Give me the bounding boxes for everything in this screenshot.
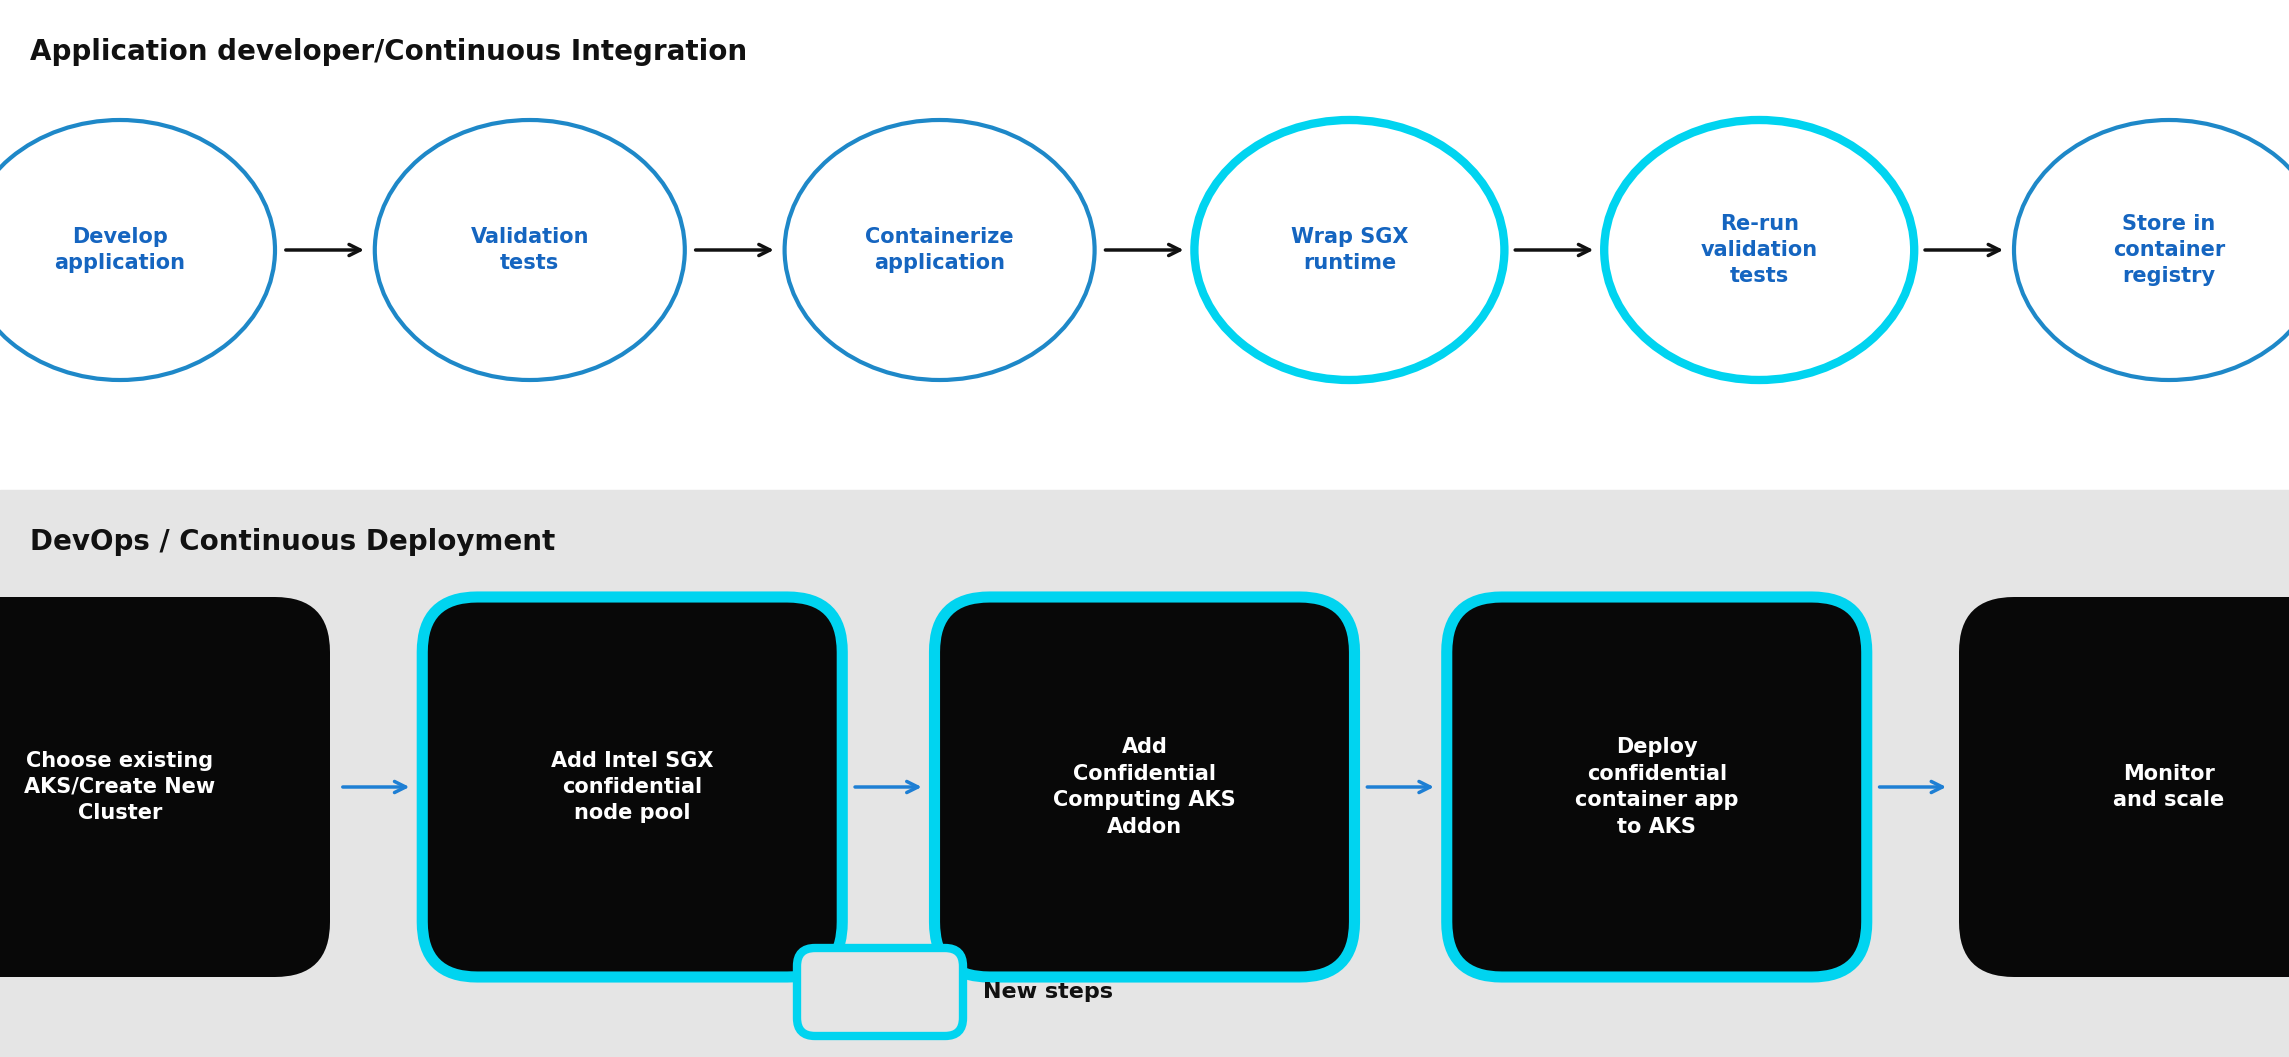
FancyBboxPatch shape	[0, 597, 330, 977]
Ellipse shape	[1605, 120, 1914, 381]
Text: Store in
container
registry: Store in container registry	[2113, 214, 2225, 286]
FancyBboxPatch shape	[421, 597, 842, 977]
Text: Add
Confidential
Computing AKS
Addon: Add Confidential Computing AKS Addon	[1053, 738, 1236, 836]
Ellipse shape	[375, 120, 684, 381]
Text: New steps: New steps	[982, 982, 1112, 1002]
Text: DevOps / Continuous Deployment: DevOps / Continuous Deployment	[30, 528, 556, 556]
Ellipse shape	[1195, 120, 1504, 381]
Text: Add Intel SGX
confidential
node pool: Add Intel SGX confidential node pool	[552, 750, 714, 823]
Text: Containerize
application: Containerize application	[865, 227, 1014, 273]
Text: Monitor
and scale: Monitor and scale	[2113, 764, 2225, 811]
Text: Deploy
confidential
container app
to AKS: Deploy confidential container app to AKS	[1575, 738, 1740, 836]
Bar	[0, 490, 2289, 1057]
Text: Re-run
validation
tests: Re-run validation tests	[1701, 214, 1817, 286]
Text: Application developer/Continuous Integration: Application developer/Continuous Integra…	[30, 38, 746, 66]
Ellipse shape	[2014, 120, 2289, 381]
Text: Choose existing
AKS/Create New
Cluster: Choose existing AKS/Create New Cluster	[25, 750, 215, 823]
Text: Wrap SGX
runtime: Wrap SGX runtime	[1291, 227, 1408, 273]
Text: Validation
tests: Validation tests	[472, 227, 588, 273]
FancyBboxPatch shape	[1959, 597, 2289, 977]
Text: Develop
application: Develop application	[55, 227, 185, 273]
FancyBboxPatch shape	[934, 597, 1355, 977]
Ellipse shape	[785, 120, 1094, 381]
Bar	[0, 0, 2289, 490]
Ellipse shape	[0, 120, 275, 381]
FancyBboxPatch shape	[797, 948, 964, 1036]
FancyBboxPatch shape	[1447, 597, 1868, 977]
